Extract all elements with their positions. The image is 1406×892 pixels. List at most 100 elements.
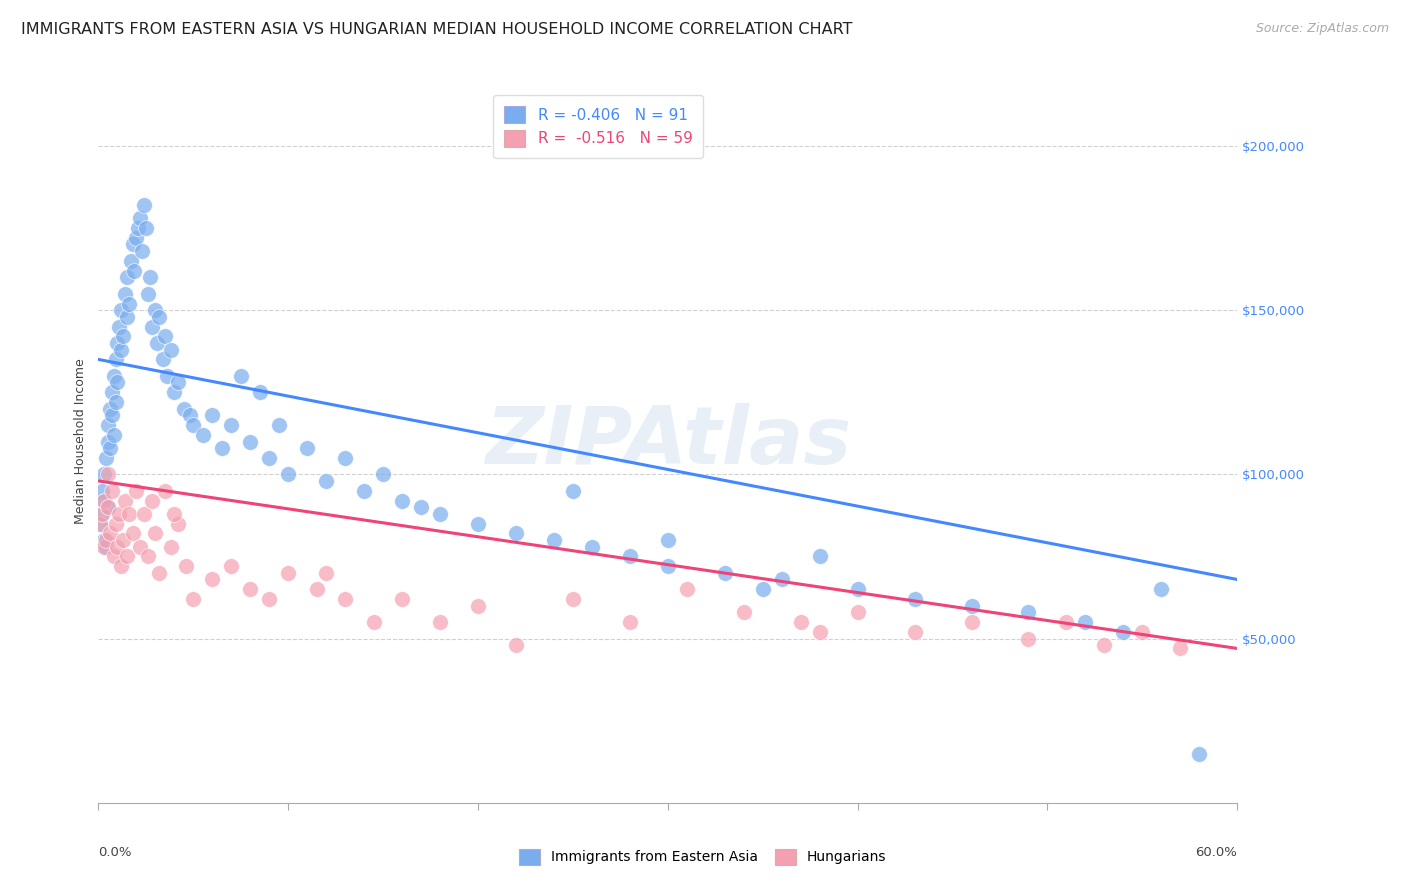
Point [141,493,163,508]
Point [98,441,121,455]
Point [543,533,565,547]
Point [846,605,869,619]
Point [152,352,174,367]
Point [141,319,163,334]
Point [97,467,120,482]
Point [93,533,115,547]
Text: 0.0%: 0.0% [98,847,132,859]
Point [93,467,115,482]
Point [259,450,281,465]
Point [363,615,385,630]
Point [1188,747,1211,761]
Point [97,500,120,515]
Point [107,540,129,554]
Point [89,516,111,531]
Point [145,303,167,318]
Point [114,493,136,508]
Point [124,264,146,278]
Point [107,376,129,390]
Point [97,500,120,515]
Point [562,483,585,498]
Point [118,507,141,521]
Point [93,540,115,554]
Point [676,582,699,597]
Point [132,198,155,212]
Point [93,493,115,508]
Point [97,418,120,433]
Text: Source: ZipAtlas.com: Source: ZipAtlas.com [1256,22,1389,36]
Point [960,615,983,630]
Point [110,559,132,574]
Point [1112,625,1135,640]
Point [100,409,122,423]
Point [960,599,983,613]
Point [733,605,755,619]
Point [315,474,337,488]
Point [129,211,152,226]
Point [335,592,357,607]
Point [98,526,121,541]
Point [100,483,122,498]
Point [110,343,132,357]
Point [108,319,131,334]
Point [1056,615,1078,630]
Point [239,434,262,449]
Point [846,582,869,597]
Point [129,540,152,554]
Point [305,582,328,597]
Point [249,385,271,400]
Point [104,395,127,409]
Point [121,237,143,252]
Point [132,507,155,521]
Point [107,336,129,351]
Point [91,507,114,521]
Point [371,467,394,482]
Point [94,540,117,554]
Point [103,428,125,442]
Point [138,270,160,285]
Point [201,573,224,587]
Point [904,592,927,607]
Point [201,409,224,423]
Point [619,549,641,564]
Point [163,507,186,521]
Point [125,483,148,498]
Point [118,296,141,310]
Point [103,368,125,383]
Point [1074,615,1097,630]
Point [108,507,131,521]
Point [103,549,125,564]
Point [1170,641,1192,656]
Point [211,441,233,455]
Point [467,516,489,531]
Y-axis label: Median Household Income: Median Household Income [75,359,87,524]
Point [115,310,138,324]
Point [657,559,679,574]
Point [790,615,813,630]
Point [91,507,114,521]
Point [121,526,143,541]
Point [148,566,170,580]
Point [429,615,451,630]
Point [167,516,190,531]
Point [429,507,451,521]
Point [904,625,927,640]
Point [1150,582,1173,597]
Point [89,516,111,531]
Point [221,559,243,574]
Point [136,286,159,301]
Point [505,526,527,541]
Point [770,573,793,587]
Point [335,450,357,465]
Point [657,533,679,547]
Point [94,533,117,547]
Point [179,409,201,423]
Point [581,540,603,554]
Point [353,483,375,498]
Point [391,493,413,508]
Point [159,540,181,554]
Point [277,566,299,580]
Point [131,244,153,258]
Point [153,483,176,498]
Point [93,493,115,508]
